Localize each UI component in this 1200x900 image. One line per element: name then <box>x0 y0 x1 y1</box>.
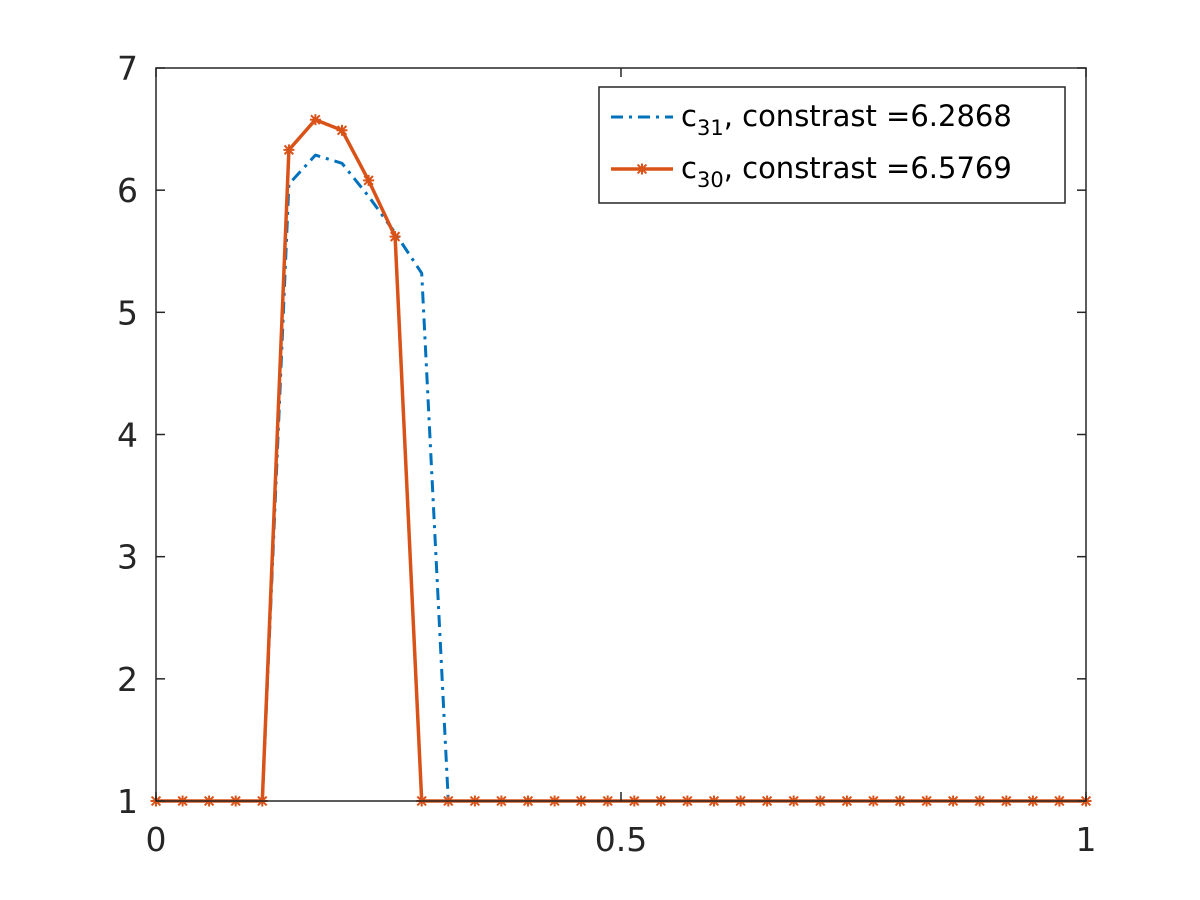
legend-label-text: , constrast =6.2868 <box>724 99 1012 133</box>
marker-stroke <box>336 125 348 136</box>
series-layer <box>150 114 1092 807</box>
legend-label-base: c <box>681 151 697 185</box>
y-tick-label: 5 <box>117 293 138 332</box>
series-line <box>156 153 1086 803</box>
data-point <box>363 174 375 186</box>
y-tick-label: 2 <box>117 660 138 699</box>
series-line <box>156 117 1086 803</box>
data-point <box>283 144 295 156</box>
series-1 <box>150 114 1092 807</box>
y-tick-label: 4 <box>117 416 138 455</box>
y-tick-label: 3 <box>117 538 138 577</box>
data-point <box>309 114 321 126</box>
legend-item-0: c31, constrast =6.2868 <box>611 99 1012 140</box>
legend-marker <box>636 163 648 175</box>
x-tick-label: 0.5 <box>595 820 647 859</box>
legend-item-1: c30, constrast =6.5769 <box>611 151 1012 192</box>
x-tick-label: 0 <box>146 820 167 859</box>
y-tick-label: 6 <box>117 171 138 210</box>
marker-stroke <box>363 175 374 186</box>
axes: 0 0.5 1 1 2 3 4 5 6 7 <box>117 49 1097 859</box>
legend-box <box>598 86 1066 204</box>
marker-stroke <box>389 231 401 242</box>
legend-label: c31, constrast =6.2868 <box>681 99 1012 140</box>
marker-stroke <box>283 144 295 155</box>
legend-label-subscript: 31 <box>697 116 724 140</box>
y-tick-label: 1 <box>117 782 138 821</box>
y-tick-label: 7 <box>117 49 138 88</box>
marker-stroke <box>310 114 321 125</box>
legend-label-base: c <box>681 99 697 133</box>
data-point <box>389 231 401 243</box>
data-point <box>336 124 348 136</box>
marker-stroke <box>636 163 648 175</box>
legend-label-subscript: 30 <box>697 168 724 192</box>
series-0 <box>156 153 1086 803</box>
legend-label-text: , constrast =6.5769 <box>724 151 1012 185</box>
x-tick-label: 1 <box>1076 820 1097 859</box>
legend-label: c30, constrast =6.5769 <box>681 151 1012 192</box>
